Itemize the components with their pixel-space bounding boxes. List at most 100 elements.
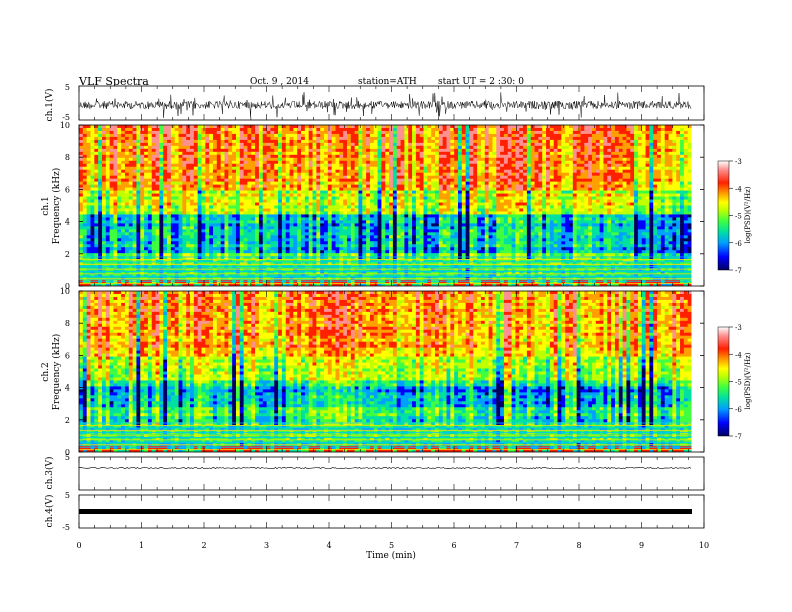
spectrogram-cell <box>565 154 570 159</box>
spectrogram-cell <box>561 175 566 180</box>
spectrogram-cell <box>262 151 268 156</box>
spectrogram-cell <box>603 163 608 168</box>
spectrogram-cell <box>82 157 88 162</box>
spectrogram-cell <box>201 214 206 218</box>
spectrogram-cell <box>140 133 145 138</box>
spectrogram-cell <box>350 172 356 177</box>
spectrogram-cell <box>312 130 317 135</box>
spectrogram-cell <box>637 184 643 189</box>
spectrogram-cell <box>484 151 490 156</box>
spectrogram-cell <box>461 172 467 177</box>
spectrogram-cell <box>366 184 371 189</box>
spectrogram-cell <box>438 181 444 186</box>
spectrogram-cell <box>438 214 444 218</box>
spectrogram-cell <box>603 127 608 132</box>
spectrogram-cell <box>465 175 470 180</box>
spectrogram-cell <box>79 157 84 162</box>
spectrogram-cell <box>469 205 474 209</box>
spectrogram-cell <box>270 211 275 215</box>
spectrogram-cell <box>358 196 363 201</box>
spectrogram-cell <box>255 211 260 215</box>
spectrogram-cell <box>274 202 279 206</box>
spectrogram-cell <box>232 208 237 212</box>
spectrogram-cell <box>419 142 425 147</box>
spectrogram-cell <box>634 166 639 171</box>
spectrogram-cell <box>645 208 650 212</box>
spectrogram-cell <box>94 148 99 153</box>
spectrogram-cell <box>595 187 601 192</box>
spectrogram-cell <box>312 211 317 215</box>
spectrogram-cell <box>572 125 578 129</box>
spectrogram-cell <box>664 154 670 159</box>
spectrogram-cell <box>128 154 134 159</box>
spectrogram-cell <box>599 154 604 159</box>
spectrogram-cell <box>167 187 172 192</box>
spectrogram-cell <box>473 202 478 206</box>
spectrogram-cell <box>457 130 463 135</box>
spectrogram-cell <box>657 166 662 171</box>
spectrogram-cell <box>320 157 325 162</box>
spectrogram-cell <box>549 139 555 144</box>
spectrogram-cell <box>565 211 570 215</box>
spectrogram-cell <box>668 193 673 198</box>
spectrogram-cell <box>232 142 237 147</box>
spectrogram-cell <box>201 136 206 141</box>
spectrogram-cell <box>614 136 620 141</box>
spectrogram-cell <box>396 175 402 180</box>
spectrogram-cell <box>450 127 455 132</box>
spectrogram-cell <box>346 214 352 218</box>
spectrogram-cell <box>557 125 562 129</box>
spectrogram-cell <box>312 145 317 150</box>
spectrogram-cell <box>546 187 551 192</box>
spectrogram-cell <box>362 151 367 156</box>
spectrogram-cell <box>121 160 126 165</box>
spectrogram-cell <box>461 139 467 144</box>
spectrogram-cell <box>461 148 467 153</box>
spectrogram-cell <box>645 169 650 174</box>
spectrogram-cell <box>117 178 122 183</box>
spectrogram-cell <box>408 145 413 150</box>
spectrogram-cell <box>423 178 428 183</box>
spectrogram-cell <box>132 190 137 195</box>
spectrogram-cell <box>86 175 91 180</box>
spectrogram-cell <box>603 199 608 204</box>
spectrogram-cell <box>228 139 233 144</box>
spectrogram-cell <box>534 160 539 165</box>
spectrogram-cell <box>190 127 195 132</box>
spectrogram-cell <box>186 208 191 212</box>
spectrogram-cell <box>289 199 294 204</box>
spectrogram-cell <box>174 205 180 209</box>
spectrogram-cell <box>79 125 84 129</box>
spectrogram-cell <box>124 148 130 153</box>
spectrogram-cell <box>599 127 604 132</box>
spectrogram-cell <box>205 187 210 192</box>
spectrogram-cell <box>270 160 275 165</box>
spectrogram-cell <box>519 196 524 201</box>
spectrogram-cell <box>461 125 467 129</box>
spectrogram-cell <box>270 190 275 195</box>
spectrogram-cell <box>523 160 528 165</box>
spectrogram-cell <box>155 130 160 135</box>
spectrogram-cell <box>503 211 509 215</box>
spectrogram-cell <box>339 139 344 144</box>
spectrogram-cell <box>377 175 382 180</box>
spectrogram-cell <box>251 133 256 138</box>
spectrogram-cell <box>457 133 463 138</box>
spectrogram-cell <box>584 175 589 180</box>
spectrogram-cell <box>561 208 566 212</box>
spectrogram-cell <box>243 214 248 218</box>
spectrogram-cell <box>270 175 275 180</box>
spectrogram-cell <box>454 184 459 189</box>
spectrogram-cell <box>515 125 520 129</box>
spectrogram-cell <box>534 163 539 168</box>
spectrogram-cell <box>580 139 585 144</box>
spectrogram-cell <box>212 178 218 183</box>
spectrogram-cell <box>186 202 191 206</box>
spectrogram-cell <box>603 130 608 135</box>
spectrogram-cell <box>159 163 164 168</box>
spectrogram-cell <box>144 178 149 183</box>
spectrogram-cell <box>377 136 382 141</box>
spectrogram-cell <box>220 178 225 183</box>
spectrogram-cell <box>576 166 581 171</box>
spectrogram-cell <box>569 214 574 218</box>
